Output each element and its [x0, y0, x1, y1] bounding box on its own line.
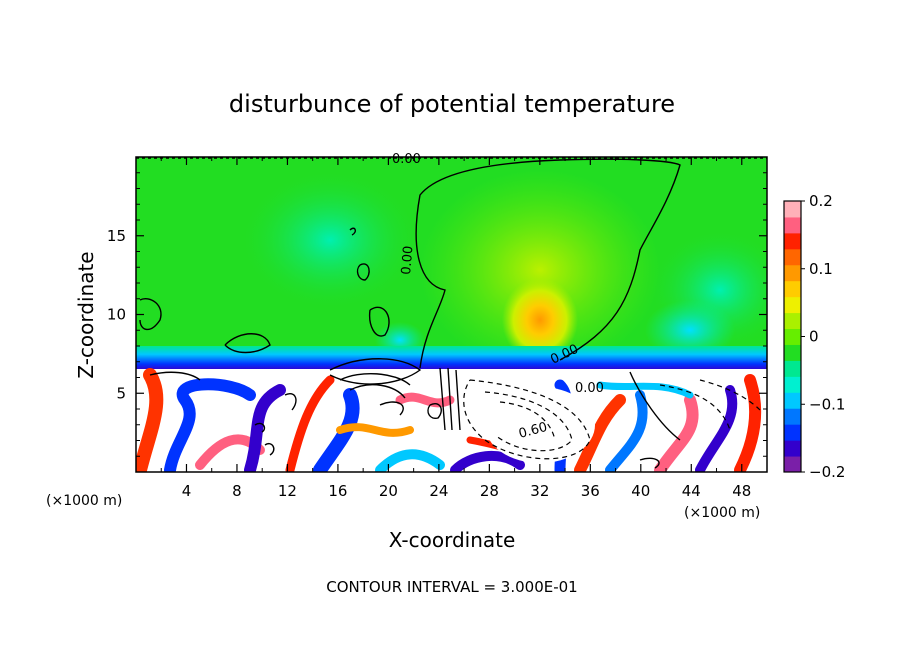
x-tick-label: 36	[581, 482, 600, 500]
colorbar-swatch	[784, 440, 801, 457]
warm-anomaly	[502, 278, 578, 362]
colorbar-swatch	[784, 456, 801, 473]
colorbar-swatch	[784, 344, 801, 361]
chart-title: disturbunce of potential temperature	[229, 90, 675, 118]
x-tick-label: 16	[328, 482, 347, 500]
y-tick-label: 10	[107, 306, 126, 324]
x-tick-label: 40	[631, 482, 650, 500]
inversion-band	[136, 346, 767, 370]
teal-region-left	[240, 170, 420, 310]
x-tick-label: 4	[182, 482, 192, 500]
colorbar-swatch	[784, 201, 801, 218]
x-tick-label: 8	[232, 482, 242, 500]
colorbar-swatch	[784, 408, 801, 425]
x-tick-label: 44	[682, 482, 701, 500]
contour-label-neg: 0.60	[517, 420, 549, 442]
colorbar-swatch	[784, 248, 801, 266]
colorbar-swatch	[784, 424, 801, 441]
colorbar-swatch	[784, 312, 801, 330]
y-axis-label: Z-coordinate	[74, 251, 98, 378]
x-unit-label-left: (×1000 m)	[46, 493, 122, 509]
y-axis-ticks: 5 10 15	[107, 172, 767, 457]
x-tick-label: 24	[429, 482, 448, 500]
colorbar-swatch	[784, 216, 801, 234]
colorbar-tick-label: −0.2	[809, 463, 845, 481]
colorbar-swatch	[784, 328, 801, 345]
colorbar	[784, 201, 801, 473]
cyan-region	[645, 300, 735, 360]
colorbar-swatch	[784, 232, 801, 250]
colorbar-swatch	[784, 264, 801, 282]
x-tick-label: 28	[480, 482, 499, 500]
temperature-field	[136, 157, 767, 472]
colorbar-swatch	[784, 376, 801, 393]
colorbar-swatch	[784, 360, 801, 377]
x-tick-label: 48	[732, 482, 751, 500]
x-tick-label: 20	[379, 482, 398, 500]
x-axis-ticks: 4 8 12 16 20 24 28 32 36 40 44 48	[160, 157, 751, 500]
colorbar-swatch	[784, 296, 801, 314]
colorbar-swatch	[784, 280, 801, 298]
contour-label-top: 0.00	[392, 152, 421, 167]
colorbar-tick-label: −0.1	[809, 395, 845, 413]
x-tick-label: 32	[530, 482, 549, 500]
contour-label-lower: 0.00	[575, 381, 604, 396]
y-tick-label: 5	[116, 384, 126, 402]
x-unit-label-right: (×1000 m)	[684, 505, 760, 521]
colorbar-swatch	[784, 392, 801, 409]
contour-lines	[136, 157, 767, 469]
x-axis-label: X-coordinate	[389, 528, 516, 552]
contour-interval-note: CONTOUR INTERVAL = 3.000E-01	[326, 578, 577, 596]
x-tick-label: 12	[278, 482, 297, 500]
contour-label-vertical: 0.00	[399, 245, 416, 275]
y-tick-label: 15	[107, 227, 126, 245]
colorbar-tick-label: 0.1	[809, 260, 833, 278]
colorbar-ticks: 0.2 0.1 0 −0.1 −0.2	[801, 192, 845, 481]
negative-contours	[463, 379, 761, 460]
zero-contour	[415, 158, 681, 369]
colorbar-tick-label: 0	[809, 328, 819, 346]
colorbar-tick-label: 0.2	[809, 192, 833, 210]
yellow-green-halo	[420, 170, 660, 370]
